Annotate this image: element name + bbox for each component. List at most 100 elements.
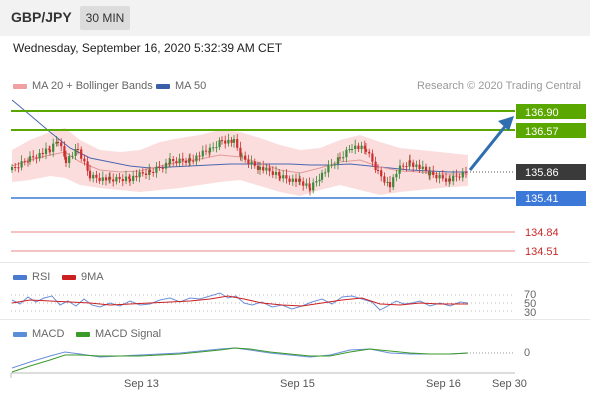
- candle-body: [220, 140, 224, 142]
- candle-body: [63, 146, 66, 157]
- candle-body: [278, 175, 282, 179]
- candle-body: [412, 162, 415, 167]
- macd-signal-label: MACD Signal: [95, 328, 162, 340]
- macd-signal-swatch-icon: [76, 331, 90, 337]
- svg-text:135.41: 135.41: [525, 193, 559, 205]
- candle-body: [274, 172, 278, 175]
- candle-body: [285, 175, 288, 179]
- candle-body: [268, 167, 271, 172]
- candle-body: [424, 166, 428, 171]
- candle-body: [218, 140, 221, 148]
- candle-body: [448, 178, 452, 182]
- candle-body: [388, 182, 392, 188]
- candle-body: [128, 178, 132, 181]
- candle-body: [20, 161, 23, 168]
- legend-9ma: 9MA: [62, 271, 104, 283]
- price-label-s3: 134.51: [525, 246, 559, 258]
- candle-body: [288, 178, 291, 182]
- candle-body: [402, 165, 405, 167]
- candle-body: [104, 177, 108, 181]
- candle-body: [60, 142, 63, 147]
- candle-body: [155, 167, 158, 173]
- candle-body: [244, 155, 247, 160]
- ma50-line: [11, 99, 468, 173]
- candle-body: [108, 176, 112, 180]
- candle-body: [124, 176, 128, 182]
- candle-body: [48, 149, 52, 152]
- candle-body: [291, 178, 294, 182]
- candle-body: [395, 173, 398, 178]
- candle-body: [92, 174, 95, 179]
- candle-body: [376, 170, 380, 171]
- timeframe-button[interactable]: 30 MIN: [80, 6, 130, 30]
- candle-body: [52, 143, 55, 152]
- candle-body: [227, 139, 230, 144]
- candle-body: [348, 149, 351, 150]
- panel-divider: [0, 262, 590, 263]
- candle-body: [368, 151, 371, 154]
- candle-body: [392, 177, 395, 188]
- candle-body: [342, 157, 345, 159]
- candle-body: [239, 147, 242, 157]
- candle-body: [386, 182, 389, 183]
- price-label-s2: 134.84: [525, 227, 559, 239]
- candle-body: [32, 156, 35, 158]
- candle-body: [201, 150, 204, 157]
- candle-body: [360, 145, 363, 150]
- legend-macd-signal: MACD Signal: [76, 328, 161, 340]
- svg-text:135.86: 135.86: [525, 167, 559, 179]
- macd-line: [11, 347, 469, 369]
- candle-body: [101, 177, 104, 181]
- rsi-label-30: 30: [524, 307, 536, 319]
- candle-body: [452, 175, 455, 182]
- x-tick-sep16: Sep 16: [426, 378, 461, 390]
- top-bar: GBP/JPY 30 MIN: [0, 0, 590, 36]
- candle-body: [458, 176, 461, 178]
- candle-body: [28, 156, 32, 162]
- candle-body: [184, 160, 188, 163]
- legend-ma20: MA 20 + Bollinger Bands: [13, 80, 153, 92]
- rsi-label-50: 50: [524, 298, 536, 310]
- candle-body: [64, 156, 68, 163]
- legend-macd: MACD: [13, 328, 64, 340]
- datetime-label: Wednesday, September 16, 2020 5:32:39 AM…: [13, 41, 283, 55]
- price-label-r2: 136.90: [516, 104, 586, 119]
- legend-ma50: MA 50: [156, 80, 206, 92]
- candle-body: [262, 166, 265, 171]
- candle-body: [48, 148, 51, 150]
- rsi-label: RSI: [32, 271, 51, 283]
- candle-body: [336, 157, 340, 165]
- candle-body: [354, 145, 357, 149]
- candle-body: [198, 155, 201, 157]
- candle-body: [432, 171, 435, 175]
- price-label-current: 135.86: [516, 164, 586, 180]
- symbol-label: GBP/JPY: [11, 9, 72, 25]
- ma20-swatch-icon: [13, 83, 27, 89]
- rsi-swatch-icon: [13, 274, 27, 280]
- candle-body: [327, 165, 330, 173]
- candle-body: [256, 165, 260, 170]
- candle-body: [461, 171, 464, 178]
- candle-body: [158, 167, 161, 168]
- candle-body: [128, 176, 131, 179]
- candle-body: [204, 150, 208, 152]
- candle-body: [161, 167, 164, 169]
- candle-body: [86, 161, 89, 171]
- candle-body: [10, 167, 14, 170]
- candle-body: [41, 152, 44, 155]
- candle-body: [168, 159, 172, 164]
- macd-swatch-icon: [13, 331, 27, 337]
- rsi-ma-line: [11, 295, 468, 307]
- ma50-swatch-icon: [156, 83, 170, 89]
- candle-body: [26, 161, 30, 163]
- ma20-line: [11, 151, 468, 175]
- candle-body: [192, 160, 195, 162]
- candle-body: [88, 170, 92, 179]
- candle-body: [338, 157, 342, 159]
- candle-body: [76, 149, 80, 150]
- panel-divider: [0, 319, 590, 320]
- candle-body: [398, 165, 402, 171]
- rsi-label-70: 70: [524, 289, 536, 301]
- candle-body: [14, 167, 17, 168]
